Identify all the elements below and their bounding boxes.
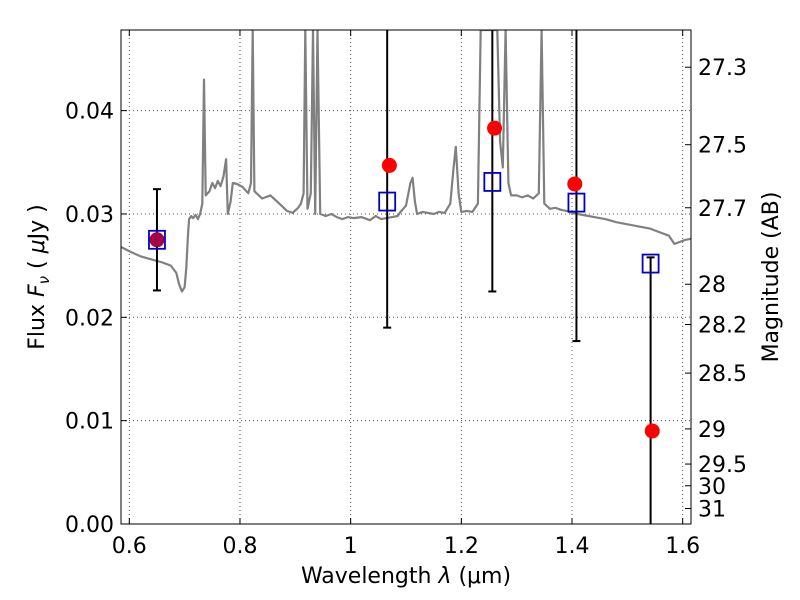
axis-ticks: 0.6 0.8 1 1.2 1.4 1.6 0.00 0.01 0.02 0.03 0.04 27.3… (65, 30, 747, 559)
x-axis-label: Wavelength λ (μm) (301, 564, 511, 589)
x-tick-label: 0.6 (112, 534, 147, 559)
magnitude-tick-label: 28 (698, 273, 726, 298)
blue-square-marker (641, 253, 660, 274)
x-tick-label: 0.8 (222, 534, 257, 559)
blue-square-marker (483, 172, 502, 192)
magnitude-tick-label: 30 (698, 475, 726, 500)
x-tick-label: 1 (344, 534, 358, 559)
x-tick-label: 1.6 (665, 534, 700, 559)
x-tick-label: 1.4 (555, 534, 590, 559)
x-tick-label: 1.2 (444, 534, 479, 559)
y-tick-label: 0.01 (65, 410, 114, 435)
magnitude-tick-label: 27.7 (698, 197, 747, 222)
overlap-marker-tint (149, 232, 165, 248)
errorbar-layer (152, 30, 655, 524)
spectrum-line-layer (121, 30, 691, 293)
magnitude-tick-label: 28.5 (698, 362, 747, 387)
magnitude-tick-label: 31 (698, 497, 726, 522)
plot-data-area (121, 30, 691, 524)
y-tick-label: 0.00 (65, 513, 114, 538)
red-circle-marker (644, 423, 660, 439)
magnitude-tick-label: 29.5 (698, 453, 747, 478)
magnitude-tick-label: 27.3 (698, 56, 747, 81)
spectrum-line (121, 30, 691, 293)
grid-lines (121, 30, 691, 524)
plot-frame (120, 29, 692, 525)
y-tick-label: 0.02 (65, 306, 114, 331)
magnitude-axis-label: Magnitude (AB) (759, 192, 784, 363)
y-tick-label: 0.03 (65, 203, 114, 228)
red-circle-marker (149, 232, 165, 248)
red-circle-marker (487, 120, 503, 136)
red-circle-marker (567, 176, 583, 192)
marker-layer (148, 120, 660, 439)
red-circle-marker (381, 157, 397, 173)
blue-square-marker (567, 192, 586, 213)
magnitude-tick-label: 29 (698, 418, 726, 443)
magnitude-tick-label: 28.2 (698, 314, 747, 339)
y-axis-label: Flux Fν ( μJy ) (25, 204, 53, 349)
y-tick-label: 0.04 (65, 100, 114, 125)
blue-square-marker (148, 229, 166, 250)
magnitude-tick-label: 27.5 (698, 134, 747, 159)
blue-square-marker (378, 191, 397, 212)
